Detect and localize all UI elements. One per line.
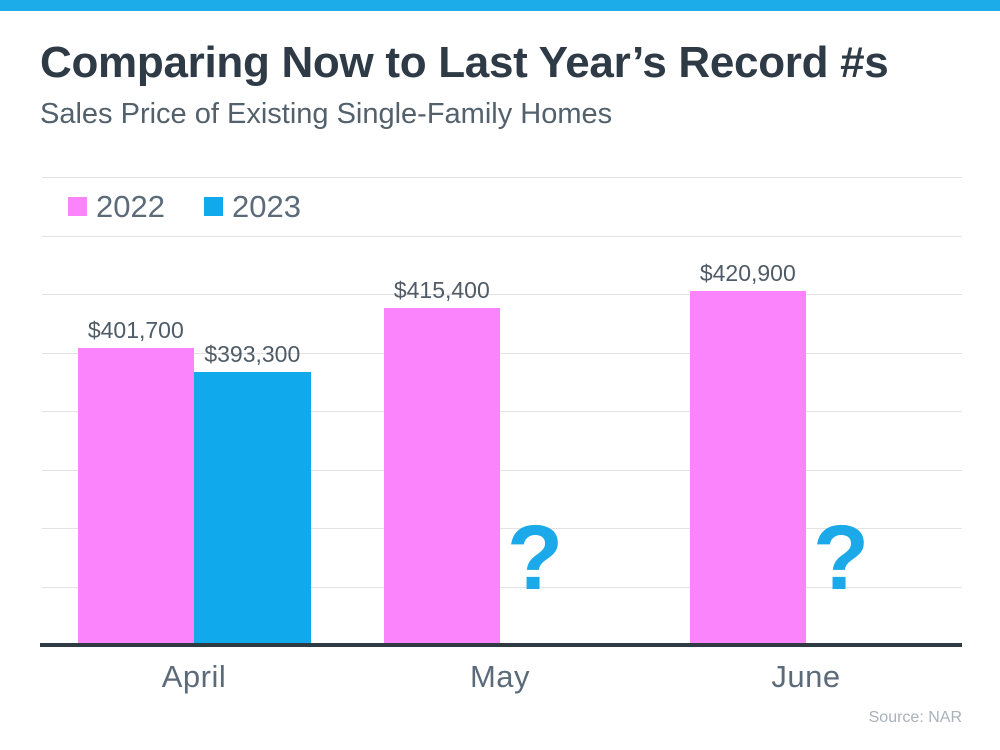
bar-value-label-2022-june: $420,900: [699, 260, 796, 287]
x-axis-label-may: May: [469, 659, 531, 694]
x-axis-label-june: June: [771, 659, 841, 694]
legend-swatch-2023: [203, 197, 223, 216]
top-accent-bar: [0, 0, 1000, 11]
bar-2022-april: [77, 347, 194, 645]
bar-2022-may: [383, 307, 500, 645]
legend-label-2022: 2022: [96, 189, 165, 224]
bar-value-label-2022-may: $415,400: [393, 276, 490, 303]
chart-legend: 2022 2023: [68, 191, 301, 222]
legend-label-2023: 2023: [231, 189, 301, 224]
gridline: [42, 352, 962, 354]
legend-item-2023: 2023: [203, 189, 301, 224]
missing-value-question-mark-june: ?: [812, 507, 870, 609]
x-axis-line: [40, 643, 962, 647]
bar-2022-june: [689, 291, 806, 645]
page-title: Comparing Now to Last Year’s Record #s: [40, 38, 889, 87]
gridline: [42, 528, 962, 529]
gridline: [42, 177, 962, 178]
gridline: [42, 235, 962, 237]
bar-value-label-2023-april: $393,300: [204, 341, 301, 368]
bar-value-label-2022-april: $401,700: [87, 316, 184, 343]
page-subtitle: Sales Price of Existing Single-Family Ho…: [40, 98, 613, 130]
missing-value-question-mark-may: ?: [506, 507, 564, 609]
legend-item-2022: 2022: [68, 191, 165, 222]
legend-swatch-2022: [68, 197, 87, 216]
gridline: [42, 411, 962, 412]
gridline: [42, 294, 962, 295]
bar-2023-april: [194, 372, 311, 645]
source-note: Source: NAR: [868, 709, 962, 726]
gridline: [42, 586, 962, 588]
gridline: [42, 469, 962, 471]
x-axis-label-april: April: [161, 659, 227, 694]
